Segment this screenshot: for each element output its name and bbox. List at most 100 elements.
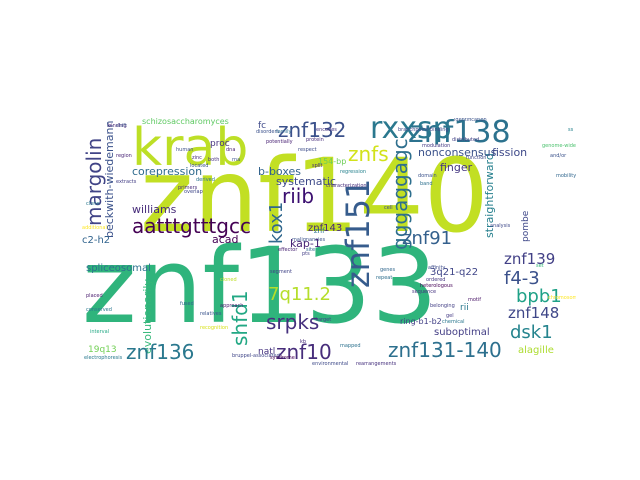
word-extracts: extracts bbox=[116, 179, 137, 185]
word-fc: fc bbox=[258, 121, 267, 131]
word-respect: respect bbox=[298, 147, 317, 153]
word-zinc: zinc bbox=[192, 155, 202, 161]
word-split: split bbox=[312, 163, 323, 169]
word-znf148: znf148 bbox=[508, 304, 560, 322]
word-kap-1: kap-1 bbox=[290, 237, 321, 250]
word-srpks: srpks bbox=[266, 310, 320, 334]
word-williams: williams bbox=[132, 203, 177, 216]
word-derived: derived bbox=[196, 177, 215, 183]
word-znf151: znf151 bbox=[339, 178, 377, 288]
word-region: region bbox=[116, 153, 132, 159]
word-natl: natl bbox=[258, 347, 276, 357]
word-modulation: modulation bbox=[422, 143, 451, 149]
word-rxxsp: rxxsp bbox=[370, 118, 452, 146]
word-effector: effector bbox=[278, 247, 298, 253]
word-znf132: znf132 bbox=[278, 118, 347, 142]
word-f4-3: f4-3 bbox=[504, 268, 540, 289]
word-placed: placed bbox=[86, 293, 103, 299]
word-rearrangements: rearrangements bbox=[356, 361, 397, 367]
word-spliceosomal: spliceosomal bbox=[86, 263, 151, 274]
word-target: target bbox=[316, 317, 332, 323]
word-znf138: znf138 bbox=[408, 118, 511, 150]
word-primers: primers bbox=[178, 185, 198, 191]
word-znf131-140: znf131-140 bbox=[388, 338, 502, 362]
word-recognition: recognition bbox=[200, 325, 229, 331]
word-c2-h2: c2-h2 bbox=[82, 235, 111, 246]
word-genome-wide: genome-wide bbox=[542, 143, 576, 149]
word-relatives: relatives bbox=[200, 311, 222, 317]
word-znf143: znf143 bbox=[308, 223, 343, 234]
word-rna: rna bbox=[232, 157, 241, 163]
word-analysis: analysis bbox=[490, 223, 511, 229]
word-motif: motif bbox=[468, 297, 482, 303]
word-gel: gel bbox=[446, 313, 454, 319]
word-mobility: mobility bbox=[556, 173, 576, 179]
word-distributed: distributed bbox=[452, 137, 480, 143]
word-ring-b1-b2: ring-b1-b2 bbox=[400, 317, 442, 326]
word-kb: kb bbox=[300, 339, 307, 345]
word-3q21-q22: 3q21-q22 bbox=[430, 267, 479, 278]
word-both: both bbox=[208, 157, 220, 163]
word-ss: ss bbox=[568, 127, 574, 133]
word-cloud: znf140 znf133 krab znf138 rxxsp znf132 z… bbox=[80, 118, 576, 372]
word-znf91: znf91 bbox=[402, 228, 453, 249]
word-belonging: belonging bbox=[430, 303, 455, 309]
word-znf140: znf140 bbox=[140, 137, 489, 256]
word-human: human bbox=[176, 147, 194, 153]
word-nonconsensus: nonconsensus bbox=[418, 146, 497, 159]
word-affinity: affinity bbox=[428, 265, 446, 271]
word-interval: interval bbox=[90, 329, 110, 335]
word-cloned: cloned bbox=[220, 277, 237, 283]
word-finger: finger bbox=[440, 161, 473, 174]
word-krab: krab bbox=[132, 118, 249, 178]
word-margolin: margolin bbox=[82, 137, 106, 226]
word-binding: binding bbox=[108, 123, 127, 129]
word-genes: genes bbox=[380, 267, 396, 273]
word-b-boxes: b-boxes bbox=[258, 165, 301, 178]
word-identification: identification bbox=[454, 118, 487, 123]
word-domain: domain bbox=[418, 173, 437, 179]
word-systematic: systematic bbox=[276, 175, 336, 188]
word-znf139: znf139 bbox=[504, 250, 556, 268]
word-shift: shift bbox=[116, 123, 127, 129]
word-schizosaccharomyces: schizosaccharomyces bbox=[142, 118, 229, 126]
word-chromosomal: chromosomal bbox=[548, 295, 576, 301]
word-pombe: pombe bbox=[521, 210, 531, 242]
word-rii: rii bbox=[460, 303, 469, 313]
word-clone: clone bbox=[86, 201, 100, 207]
word-protein: protein bbox=[306, 137, 324, 143]
word-additional: additional bbox=[82, 225, 107, 231]
word-electrophoresis: electrophoresis bbox=[84, 355, 123, 361]
word-potentially: potentially bbox=[266, 139, 293, 145]
word-family: family bbox=[276, 129, 292, 135]
word-syndrome: syndrome bbox=[270, 355, 295, 361]
word-malignancies: malignancies bbox=[292, 237, 326, 243]
word-19q13: 19q13 bbox=[88, 345, 117, 355]
word-7q11.2: 7q11.2 bbox=[268, 284, 331, 305]
word-set: set bbox=[536, 263, 544, 269]
word-branchpoint-binding: branchpoint-binding bbox=[398, 127, 449, 133]
word-znfs: znfs bbox=[348, 142, 389, 166]
word-znf136: znf136 bbox=[126, 340, 195, 364]
word-overlap: overlap bbox=[184, 189, 203, 195]
word-dna: dna bbox=[226, 147, 236, 153]
word-conserved: conserved bbox=[86, 307, 112, 313]
word-bruppel-associated: bruppel-associated bbox=[232, 353, 280, 359]
word-znf: znf bbox=[314, 227, 325, 235]
word-bpb1: bpb1 bbox=[516, 286, 562, 307]
word-encodes: encodes bbox=[316, 127, 337, 133]
word-disorders: disorders bbox=[256, 129, 280, 135]
word-repeat: repeat bbox=[376, 275, 393, 281]
word-fission: fission bbox=[492, 146, 528, 159]
word-segment: segment bbox=[270, 269, 292, 275]
word-fused: fused bbox=[180, 301, 194, 307]
word-sequence: sequence bbox=[412, 289, 437, 295]
word-heterologous: heterologous bbox=[420, 283, 453, 289]
word-alagille: alagille bbox=[518, 345, 554, 356]
word-riib: riib bbox=[282, 184, 315, 208]
word-ordered: ordered bbox=[426, 277, 446, 283]
word-band: band bbox=[420, 181, 433, 187]
word-aatttgtttgcc: aatttgtttgcc bbox=[132, 214, 251, 238]
word-corepression: corepression bbox=[132, 165, 203, 178]
word-pts: pts bbox=[302, 251, 310, 257]
